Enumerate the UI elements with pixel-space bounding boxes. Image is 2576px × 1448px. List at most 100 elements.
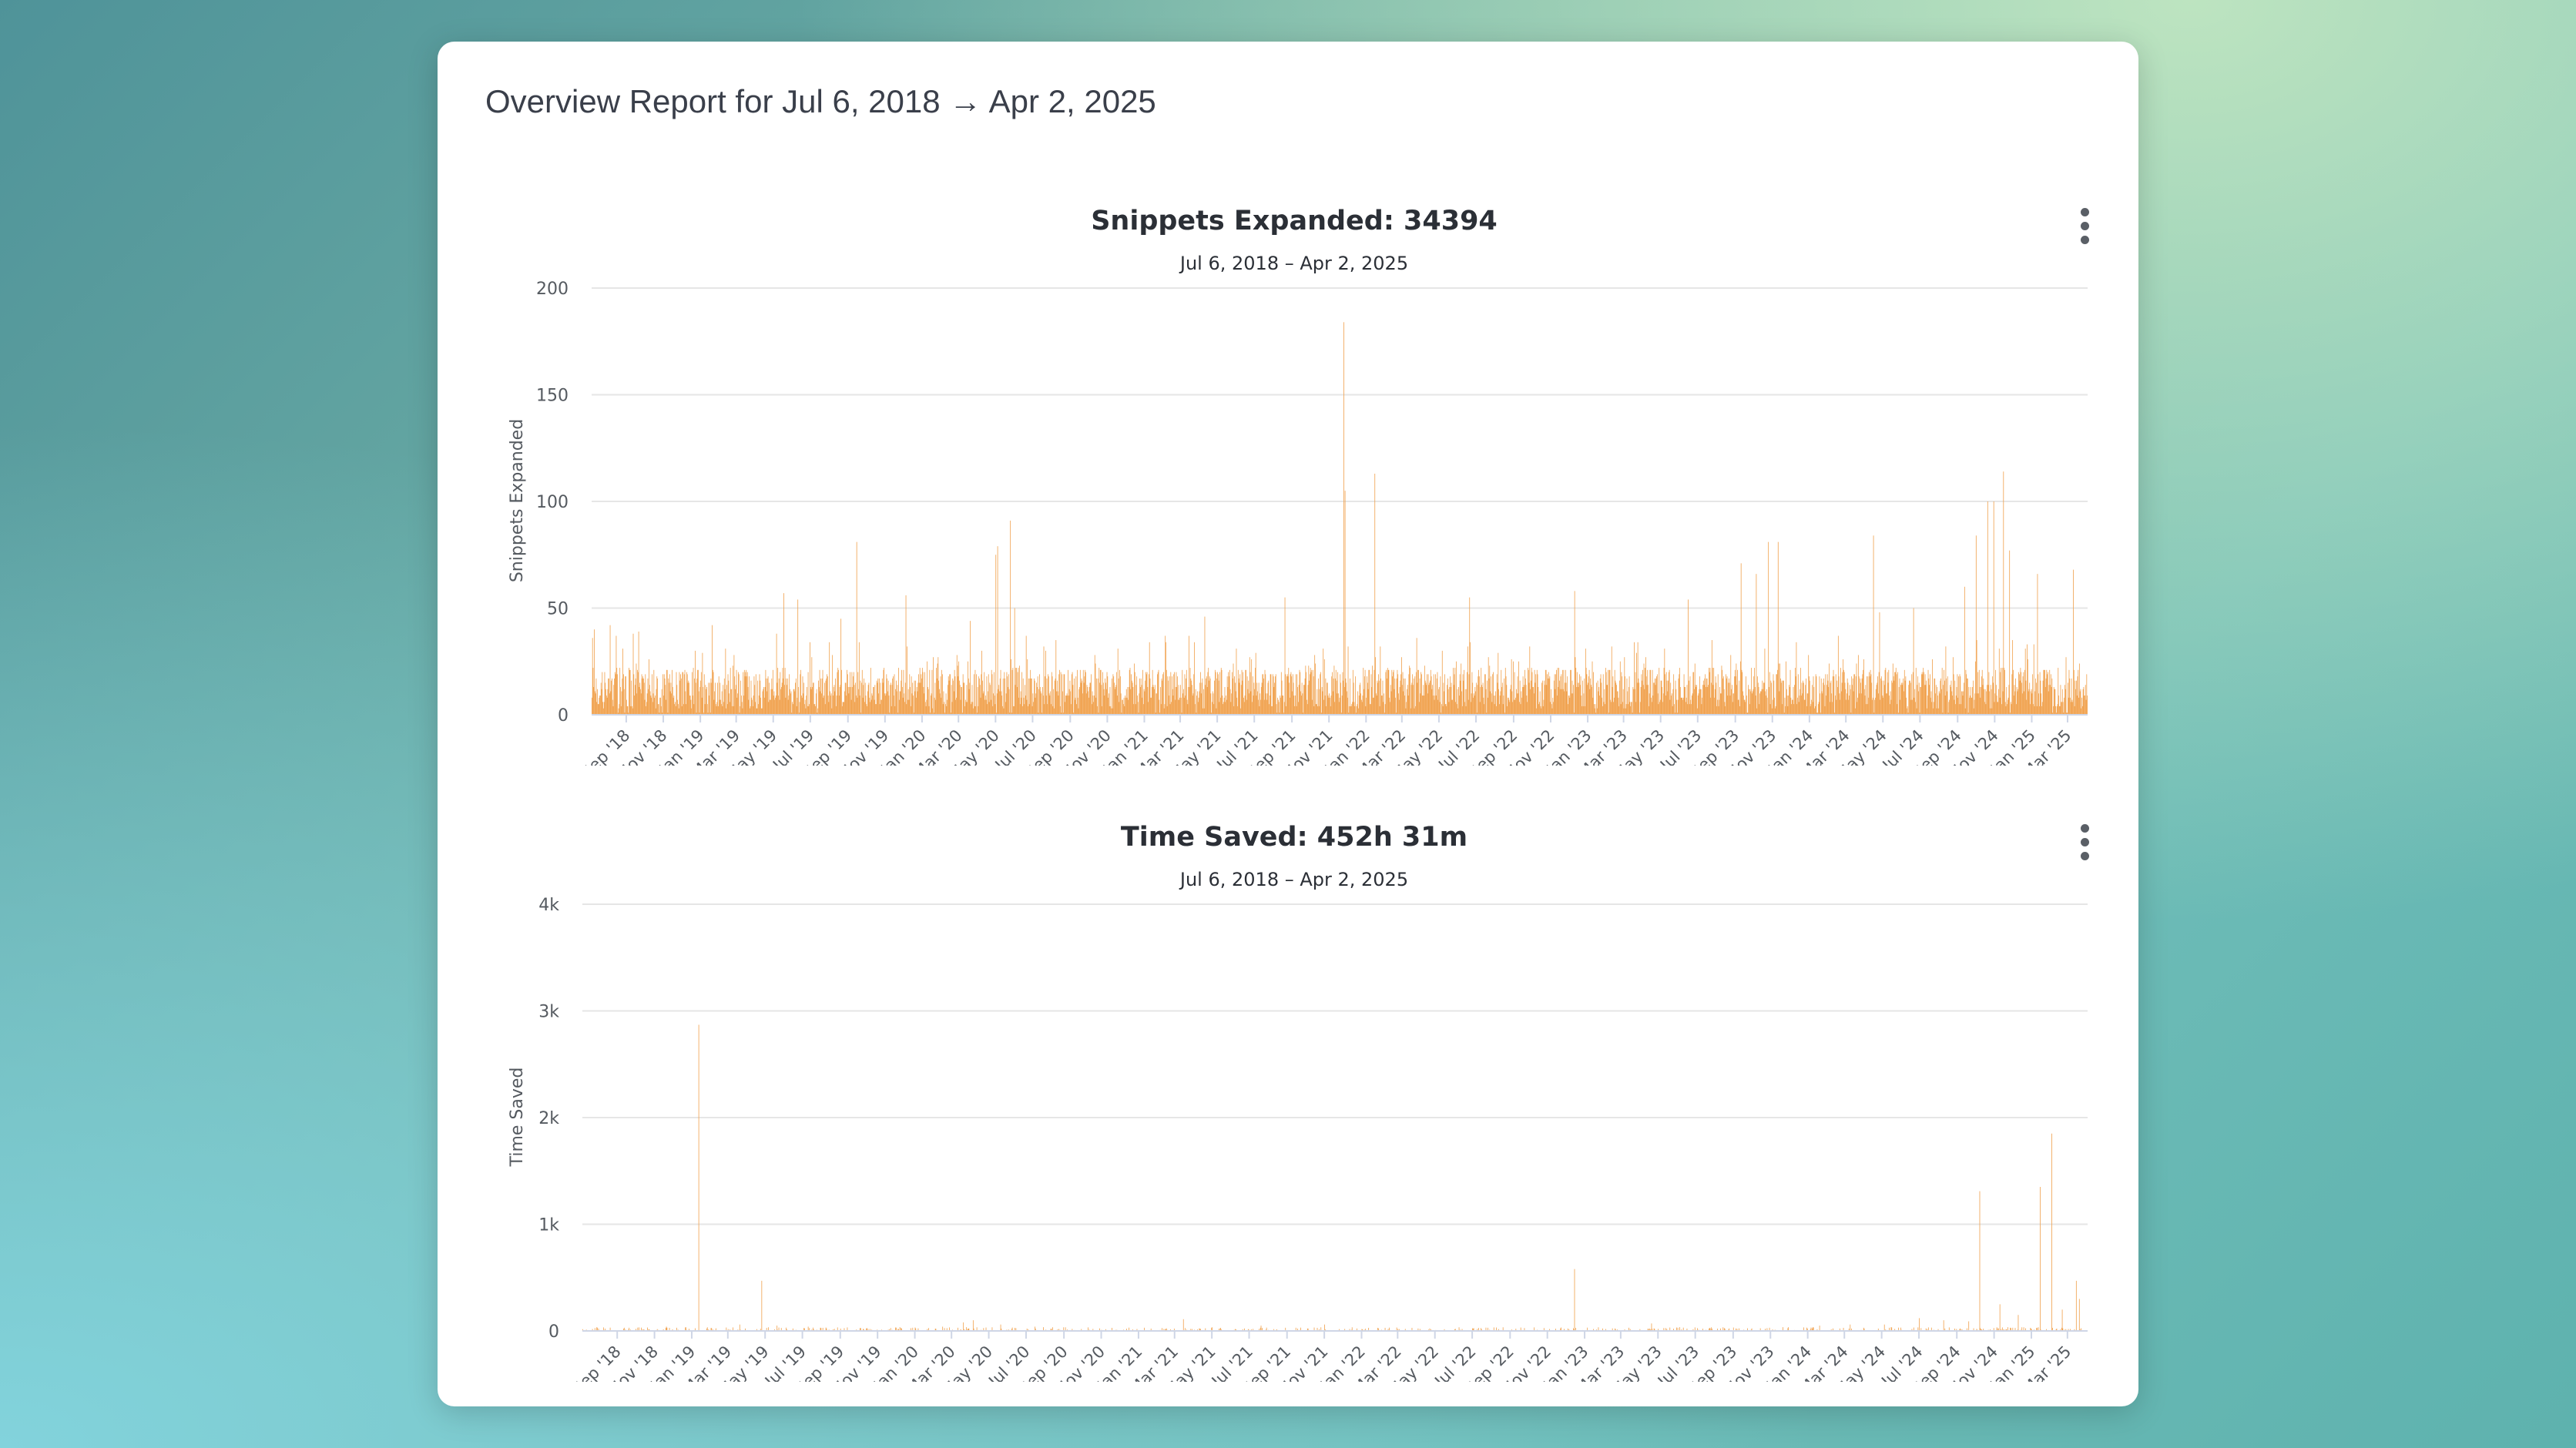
bar[interactable] — [1471, 672, 1473, 715]
bar[interactable] — [649, 691, 651, 715]
bar[interactable] — [756, 1329, 757, 1331]
bar[interactable] — [704, 704, 706, 715]
bar[interactable] — [870, 699, 872, 715]
bar[interactable] — [1598, 1327, 1599, 1331]
bar[interactable] — [2068, 697, 2069, 715]
bar[interactable] — [869, 697, 870, 715]
bar[interactable] — [1029, 678, 1031, 715]
bar[interactable] — [806, 696, 807, 715]
bar[interactable] — [1655, 678, 1657, 715]
bar[interactable] — [1659, 702, 1660, 715]
bar[interactable] — [855, 696, 857, 715]
bar[interactable] — [1298, 685, 1300, 715]
bar[interactable] — [1593, 704, 1595, 715]
bar[interactable] — [861, 669, 863, 715]
bar[interactable] — [692, 672, 693, 715]
bar[interactable] — [1863, 1328, 1865, 1331]
bar[interactable] — [737, 693, 739, 715]
bar[interactable] — [1972, 680, 1974, 715]
bar[interactable] — [1803, 1327, 1804, 1331]
bar[interactable] — [1094, 696, 1095, 715]
bar[interactable] — [1160, 704, 1162, 715]
bar[interactable] — [1792, 699, 1793, 715]
bar[interactable] — [1206, 676, 1207, 715]
bar[interactable] — [823, 696, 824, 715]
bar[interactable] — [642, 1329, 643, 1331]
bar[interactable] — [643, 682, 645, 715]
bar[interactable] — [1255, 668, 1256, 715]
bar[interactable] — [1286, 676, 1287, 715]
bar[interactable] — [1330, 696, 1332, 715]
bar[interactable] — [1802, 693, 1803, 715]
bar[interactable] — [1338, 702, 1340, 715]
bar[interactable] — [776, 682, 778, 715]
bar[interactable] — [1756, 708, 1758, 715]
bar[interactable] — [894, 706, 896, 715]
bar[interactable] — [1962, 696, 1964, 715]
bar[interactable] — [2049, 669, 2051, 715]
bar[interactable] — [2004, 669, 2005, 715]
bar[interactable] — [1385, 672, 1387, 715]
bar[interactable] — [2071, 678, 2072, 715]
bar[interactable] — [1246, 676, 1248, 715]
bar[interactable] — [1604, 689, 1605, 715]
bar[interactable] — [1556, 696, 1558, 715]
bar[interactable] — [862, 697, 864, 715]
bar[interactable] — [1249, 672, 1251, 715]
bar[interactable] — [1147, 686, 1149, 715]
bar[interactable] — [837, 668, 839, 715]
bar[interactable] — [681, 706, 683, 715]
bar[interactable] — [1512, 702, 1514, 715]
bar[interactable] — [995, 704, 996, 715]
bar[interactable] — [1843, 672, 1845, 715]
bar[interactable] — [1070, 691, 1072, 715]
bar[interactable] — [970, 621, 971, 715]
bar[interactable] — [1348, 712, 1350, 715]
bar[interactable] — [1260, 1326, 1262, 1331]
bar[interactable] — [1924, 685, 1925, 715]
bar[interactable] — [979, 678, 980, 715]
bar[interactable] — [1734, 669, 1736, 715]
bar[interactable] — [1572, 693, 1574, 715]
bar[interactable] — [1810, 706, 1811, 715]
bar[interactable] — [838, 696, 840, 715]
bar[interactable] — [1562, 689, 1564, 715]
bar[interactable] — [1673, 1329, 1674, 1331]
bar[interactable] — [1553, 680, 1555, 715]
bar[interactable] — [1413, 685, 1414, 715]
bar[interactable] — [1496, 706, 1497, 715]
bar[interactable] — [1495, 691, 1497, 715]
bar[interactable] — [830, 693, 832, 715]
bar[interactable] — [1921, 672, 1923, 715]
bar[interactable] — [1766, 689, 1767, 715]
bar[interactable] — [1869, 672, 1870, 715]
bar[interactable] — [1305, 665, 1306, 715]
bar[interactable] — [1852, 685, 1853, 715]
bar[interactable] — [1682, 699, 1683, 715]
bar[interactable] — [1618, 706, 1620, 715]
bar[interactable] — [1253, 682, 1255, 715]
bar[interactable] — [687, 682, 689, 715]
bar[interactable] — [1477, 1329, 1478, 1331]
bar[interactable] — [683, 704, 684, 715]
bar[interactable] — [2001, 668, 2003, 715]
bar[interactable] — [1132, 686, 1134, 715]
bar[interactable] — [2061, 689, 2063, 715]
bar[interactable] — [1437, 672, 1438, 715]
bar[interactable] — [1225, 702, 1226, 715]
bar[interactable] — [1900, 1327, 1902, 1331]
bar[interactable] — [1781, 680, 1783, 715]
bar[interactable] — [1605, 672, 1607, 715]
bar[interactable] — [2042, 680, 2044, 715]
bar[interactable] — [1931, 702, 1933, 715]
bar[interactable] — [1099, 1328, 1100, 1331]
bar[interactable] — [1830, 1329, 1832, 1331]
bar[interactable] — [758, 704, 759, 715]
bar[interactable] — [1261, 682, 1263, 715]
bar[interactable] — [689, 696, 690, 715]
bar[interactable] — [1854, 674, 1856, 715]
bar[interactable] — [1257, 691, 1258, 715]
bar[interactable] — [1117, 696, 1118, 715]
bar[interactable] — [599, 696, 601, 715]
bar[interactable] — [1146, 672, 1148, 715]
